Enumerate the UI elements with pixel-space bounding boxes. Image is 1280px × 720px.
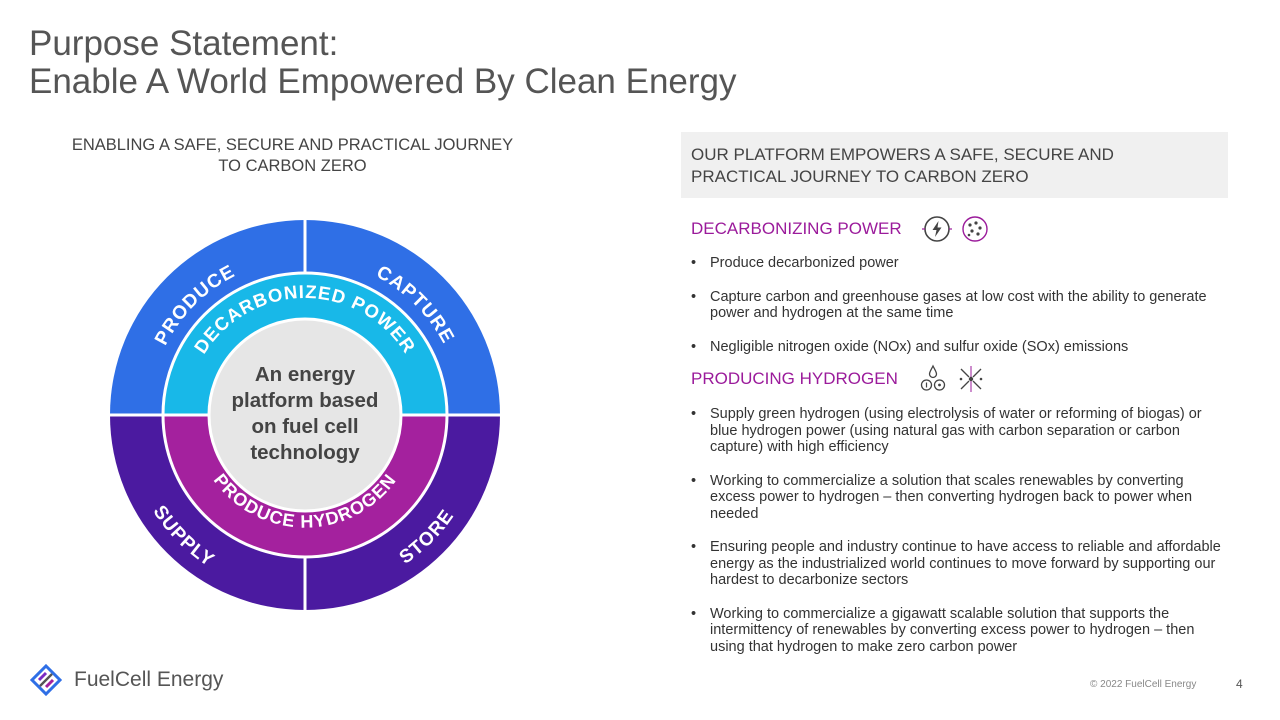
- left-subtitle-line-1: ENABLING A SAFE, SECURE AND PRACTICAL JO…: [71, 136, 514, 154]
- platform-header-line-2: PRACTICAL JOURNEY TO CARBON ZERO: [691, 167, 1029, 186]
- center-disc: [207, 317, 403, 513]
- list-item: Negligible nitrogen oxide (NOx) and sulf…: [691, 339, 1231, 356]
- section-title-decarbonizing-power: DECARBONIZING POWER: [691, 219, 902, 238]
- list-item: Supply green hydrogen (using electrolysi…: [691, 406, 1231, 456]
- slide-title: Purpose Statement: Enable A World Empowe…: [29, 25, 737, 101]
- center-text-line-2: platform based: [232, 389, 379, 412]
- company-name: FuelCell Energy: [74, 668, 224, 691]
- center-text-line-1: An energy: [255, 363, 356, 386]
- section-title-producing-hydrogen: PRODUCING HYDROGEN: [691, 369, 898, 388]
- decarbonizing-power-bullets: Produce decarbonized power Capture carbo…: [691, 255, 1231, 372]
- title-line-2: Enable A World Empowered By Clean Energy: [29, 62, 737, 101]
- list-item: Produce decarbonized power: [691, 255, 1231, 272]
- particles-icon: [961, 216, 988, 242]
- center-text-line-3: on fuel cell: [251, 415, 358, 438]
- company-logo: FuelCell Energy: [30, 664, 223, 696]
- title-line-1: Purpose Statement:: [29, 24, 339, 63]
- section-producing-hydrogen: PRODUCING HYDROGEN: [691, 364, 986, 394]
- platform-header-box: OUR PLATFORM EMPOWERS A SAFE, SECURE AND…: [681, 132, 1228, 198]
- copyright-text: © 2022 FuelCell Energy: [1090, 679, 1197, 690]
- ring-outline: [161, 271, 449, 559]
- molecule-icon: [959, 366, 983, 392]
- platform-header-line-1: OUR PLATFORM EMPOWERS A SAFE, SECURE AND: [691, 145, 1114, 164]
- list-item: Capture carbon and greenhouse gases at l…: [691, 289, 1231, 322]
- center-text-line-4: technology: [250, 441, 360, 464]
- section-decarbonizing-power: DECARBONIZING POWER: [691, 214, 990, 244]
- list-item: Working to commercialize a solution that…: [691, 473, 1231, 523]
- list-item: Working to commercialize a gigawatt scal…: [691, 606, 1231, 656]
- list-item: Ensuring people and industry continue to…: [691, 539, 1231, 589]
- page-number: 4: [1236, 677, 1243, 691]
- left-subtitle: ENABLING A SAFE, SECURE AND PRACTICAL JO…: [30, 135, 555, 177]
- lightning-icon: [921, 216, 952, 242]
- energy-platform-wheel: PRODUCE CAPTURE SUPPLY STORE DECARBONIZE…: [108, 218, 502, 612]
- producing-hydrogen-bullets: Supply green hydrogen (using electrolysi…: [691, 406, 1231, 672]
- fuelcell-logo-icon: [30, 664, 62, 696]
- left-subtitle-line-2: TO CARBON ZERO: [218, 157, 367, 175]
- droplets-icon: [920, 364, 946, 391]
